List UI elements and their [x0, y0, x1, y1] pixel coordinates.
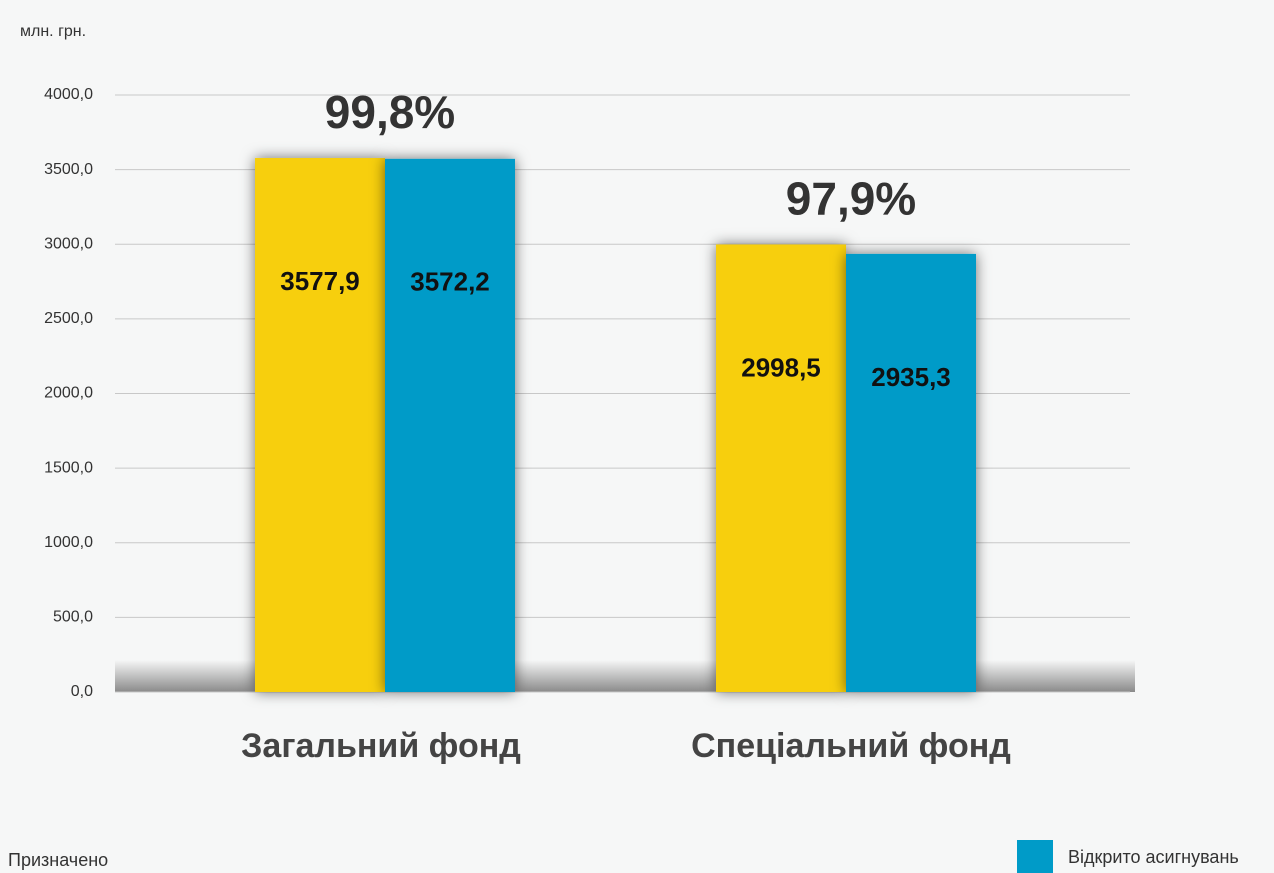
value-label: 2935,3 [871, 362, 951, 392]
value-label: 2998,5 [741, 352, 821, 382]
y-tick-label: 3500,0 [44, 161, 93, 178]
bar [716, 244, 846, 692]
x-tick-label: Загальний фонд [241, 727, 521, 765]
annotation: 99,8% [325, 86, 455, 138]
y-tick-label: 3000,0 [44, 235, 93, 252]
annotation: 97,9% [786, 173, 916, 225]
bar [385, 158, 515, 693]
y-tick-label: 1000,0 [44, 534, 93, 551]
legend-label: Призначено [8, 850, 108, 870]
bar [255, 157, 385, 693]
y-tick-label: 4000,0 [44, 86, 93, 103]
y-tick-label: 500,0 [53, 609, 93, 626]
legend-label: Відкрито асигнувань [1068, 847, 1239, 867]
y-tick-label: 2500,0 [44, 310, 93, 327]
bar [846, 253, 976, 692]
value-label: 3572,2 [410, 267, 490, 297]
value-label: 3577,9 [280, 266, 360, 296]
y-tick-label: 1500,0 [44, 459, 93, 476]
y-tick-label: 2000,0 [44, 385, 93, 402]
x-tick-label: Спеціальний фонд [691, 727, 1011, 765]
legend-swatch [1017, 840, 1053, 873]
y-axis-label: млн. грн. [20, 23, 86, 40]
y-tick-label: 0,0 [71, 683, 93, 700]
